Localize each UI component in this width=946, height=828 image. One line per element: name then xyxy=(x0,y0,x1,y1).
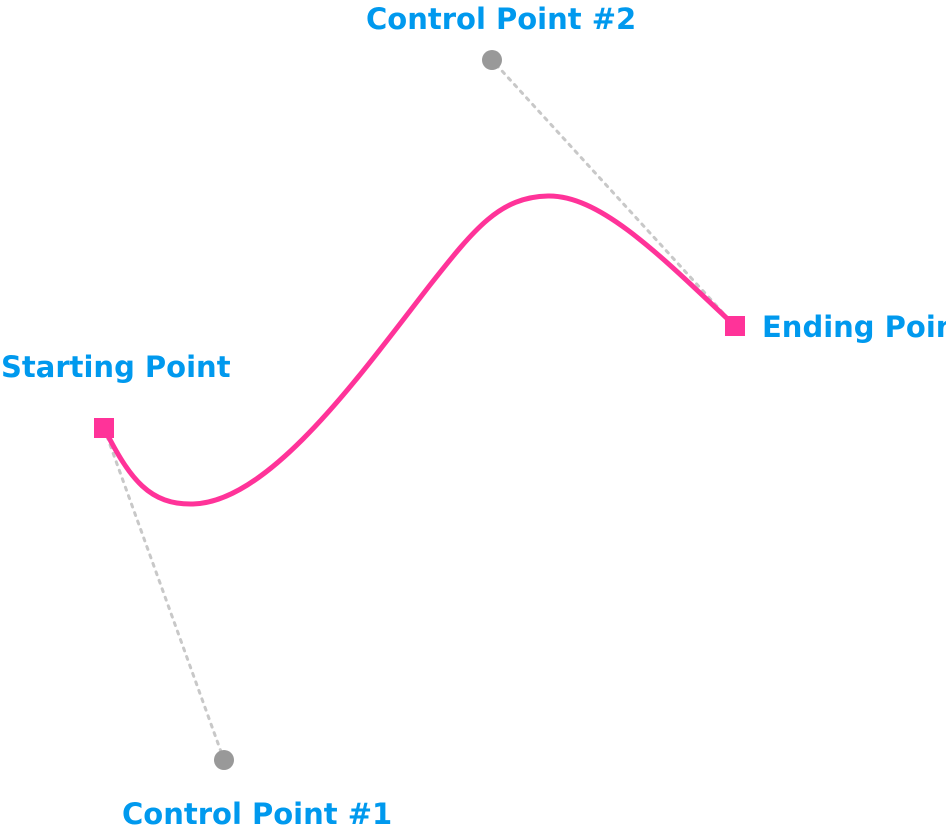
control-point-1-handle[interactable] xyxy=(214,750,234,770)
control-point-2-label: Control Point #2 xyxy=(366,2,636,36)
starting-point-marker[interactable] xyxy=(94,418,114,438)
control-point-2-handle[interactable] xyxy=(482,50,502,70)
control-point-1-label: Control Point #1 xyxy=(122,797,392,828)
ending-point-label: Ending Point xyxy=(762,310,946,344)
starting-point-label: Starting Point xyxy=(1,350,231,384)
bezier-curve xyxy=(101,193,738,507)
ending-point-marker[interactable] xyxy=(725,316,745,336)
guide-line-end-to-control-2 xyxy=(490,58,737,328)
guide-line-start-to-control-1 xyxy=(102,426,226,762)
